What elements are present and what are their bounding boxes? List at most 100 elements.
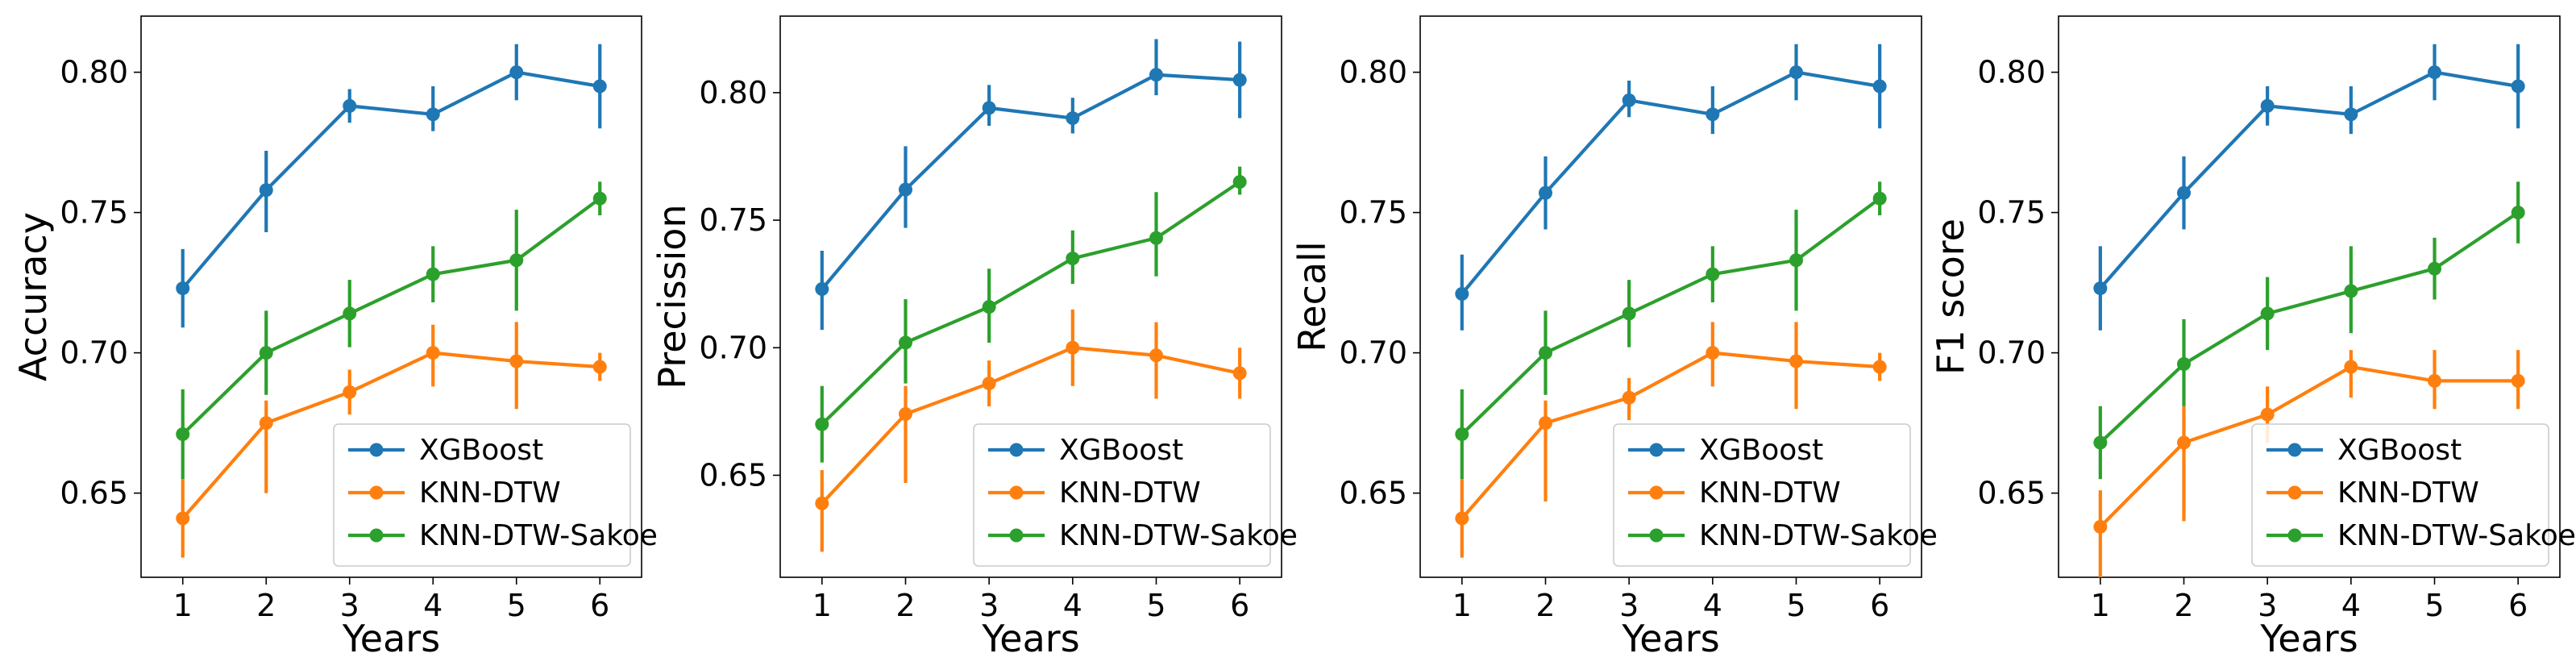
data-point: [592, 191, 607, 206]
legend-label: KNN-DTW: [1699, 476, 1841, 510]
x-tick-label: 5: [1146, 588, 1165, 623]
legend-marker: [369, 485, 384, 500]
legend-marker: [2287, 528, 2302, 543]
legend: XGBoost KNN-DTW KNN-DTW-Sakoe: [973, 423, 1298, 567]
y-axis-label: Recall: [1290, 241, 1334, 352]
legend-label: KNN-DTW: [419, 476, 561, 510]
plot-frame: [779, 15, 1282, 578]
plot-frame: [140, 15, 642, 578]
x-tick-label: 5: [2424, 588, 2444, 623]
data-point: [343, 385, 357, 399]
data-point: [2093, 519, 2108, 534]
series-line: [2099, 364, 2519, 528]
x-tick-label: 2: [1535, 588, 1555, 623]
data-point: [1066, 252, 1080, 266]
series-knn-dtw-sakoe: [2093, 181, 2525, 480]
data-point: [426, 267, 440, 281]
legend-marker: [2287, 443, 2302, 457]
legend-marker: [1649, 528, 1664, 543]
legend-label: KNN-DTW-Sakoe: [1059, 519, 1298, 552]
y-tick-label: 0.75: [60, 195, 128, 231]
data-point: [899, 182, 912, 197]
y-tick-label: 0.75: [1977, 195, 2046, 231]
y-axis-label: F1 score: [1929, 218, 1972, 375]
data-point: [2344, 284, 2358, 298]
data-point: [899, 335, 912, 350]
subplot-1: 1 2 3 4 5 6 0.65 0.70 0.75 0.80 Years Accuracy XGBoo…: [11, 15, 658, 660]
data-point: [343, 98, 357, 113]
data-point: [815, 282, 829, 297]
x-tick-label: 3: [979, 588, 999, 623]
data-point: [1232, 73, 1247, 87]
legend: XGBoost KNN-DTW KNN-DTW-Sakoe: [2251, 423, 2576, 567]
data-point: [592, 79, 607, 94]
x-tick-label: 6: [1230, 588, 1249, 623]
data-point: [1872, 191, 1887, 206]
legend-label: XGBoost: [419, 434, 543, 467]
y-tick-label: 0.70: [699, 330, 767, 365]
data-point: [2093, 281, 2108, 296]
series-xgboost: [176, 44, 607, 328]
data-point: [1706, 267, 1720, 281]
data-point: [1232, 175, 1247, 189]
x-tick-label: 1: [2091, 588, 2110, 623]
series-line: [821, 180, 1241, 426]
data-point: [982, 377, 996, 391]
x-axis-label: Years: [2259, 617, 2358, 660]
x-tick-label: 5: [507, 588, 526, 623]
data-point: [1149, 68, 1163, 82]
x-tick-label: 4: [1703, 588, 1722, 623]
y-tick-label: 0.65: [1977, 476, 2046, 511]
data-point: [2428, 65, 2441, 80]
data-point: [426, 107, 440, 122]
series-knn-dtw: [176, 322, 607, 558]
series-knn-dtw-sakoe: [815, 166, 1247, 463]
data-point: [1789, 354, 1803, 368]
legend-label: KNN-DTW: [2337, 476, 2479, 510]
y-tick-label: 0.70: [60, 335, 128, 371]
data-point: [1455, 511, 1469, 526]
x-axis-label: Years: [1621, 617, 1719, 660]
data-point: [2344, 360, 2358, 374]
data-point: [2428, 373, 2441, 388]
y-tick-label: 0.80: [1977, 55, 2046, 90]
series-line: [1460, 351, 1880, 520]
x-tick-label: 5: [1786, 588, 1805, 623]
series-line: [2099, 70, 2519, 289]
y-tick-label: 0.75: [699, 202, 767, 238]
data-point: [2260, 98, 2275, 113]
data-point: [1149, 348, 1163, 363]
series-line: [181, 351, 600, 520]
x-tick-label: 1: [173, 588, 193, 623]
legend-box: [973, 423, 1271, 567]
data-point: [509, 253, 524, 268]
plot-frame: [1419, 15, 1922, 578]
data-point: [1872, 360, 1887, 374]
x-tick-label: 3: [1619, 588, 1639, 623]
series-xgboost: [815, 39, 1247, 331]
x-tick-label: 3: [2258, 588, 2277, 623]
legend-marker: [2287, 485, 2302, 500]
data-point: [2428, 261, 2441, 276]
data-point: [1789, 253, 1803, 268]
data-point: [2177, 357, 2191, 372]
x-tick-label: 2: [2174, 588, 2193, 623]
data-point: [2511, 206, 2525, 220]
y-axis-label: Accuracy: [11, 212, 55, 381]
data-point: [815, 496, 829, 510]
data-point: [1232, 366, 1247, 381]
legend-label: KNN-DTW-Sakoe: [1699, 519, 1938, 552]
y-tick-label: 0.80: [60, 55, 128, 90]
y-tick-label: 0.80: [1339, 55, 1407, 90]
data-point: [1066, 340, 1080, 355]
data-point: [982, 101, 996, 115]
subplot-2: 1 2 3 4 5 6 0.65 0.70 0.75 0.80 Years Precission XGB…: [650, 15, 1298, 660]
data-point: [1706, 107, 1720, 122]
data-point: [1789, 65, 1803, 80]
y-tick-label: 0.65: [60, 476, 128, 511]
data-point: [815, 417, 829, 431]
legend: XGBoost KNN-DTW KNN-DTW-Sakoe: [1613, 423, 1938, 567]
data-point: [1066, 111, 1080, 126]
legend-label: KNN-DTW-Sakoe: [2337, 519, 2576, 552]
y-tick-label: 0.70: [1339, 335, 1407, 371]
